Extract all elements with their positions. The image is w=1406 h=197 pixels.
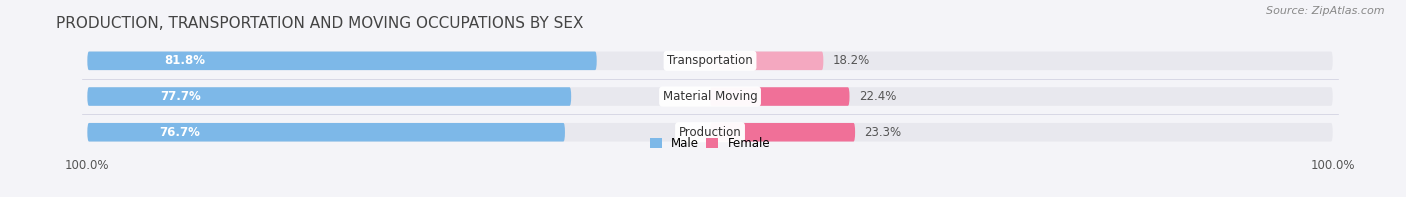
Text: Production: Production xyxy=(679,126,741,139)
Text: 77.7%: 77.7% xyxy=(160,90,201,103)
Text: 18.2%: 18.2% xyxy=(832,54,870,67)
FancyBboxPatch shape xyxy=(87,52,596,70)
FancyBboxPatch shape xyxy=(87,123,565,141)
Text: Source: ZipAtlas.com: Source: ZipAtlas.com xyxy=(1267,6,1385,16)
FancyBboxPatch shape xyxy=(710,87,849,106)
Text: PRODUCTION, TRANSPORTATION AND MOVING OCCUPATIONS BY SEX: PRODUCTION, TRANSPORTATION AND MOVING OC… xyxy=(56,16,583,31)
FancyBboxPatch shape xyxy=(87,87,1333,106)
Text: 23.3%: 23.3% xyxy=(865,126,901,139)
Text: 22.4%: 22.4% xyxy=(859,90,896,103)
FancyBboxPatch shape xyxy=(87,52,1333,70)
Text: Material Moving: Material Moving xyxy=(662,90,758,103)
Legend: Male, Female: Male, Female xyxy=(650,137,770,150)
FancyBboxPatch shape xyxy=(87,87,571,106)
Text: Transportation: Transportation xyxy=(668,54,752,67)
FancyBboxPatch shape xyxy=(710,123,855,141)
Text: 76.7%: 76.7% xyxy=(159,126,200,139)
FancyBboxPatch shape xyxy=(87,123,1333,141)
Text: 81.8%: 81.8% xyxy=(163,54,205,67)
FancyBboxPatch shape xyxy=(710,52,824,70)
